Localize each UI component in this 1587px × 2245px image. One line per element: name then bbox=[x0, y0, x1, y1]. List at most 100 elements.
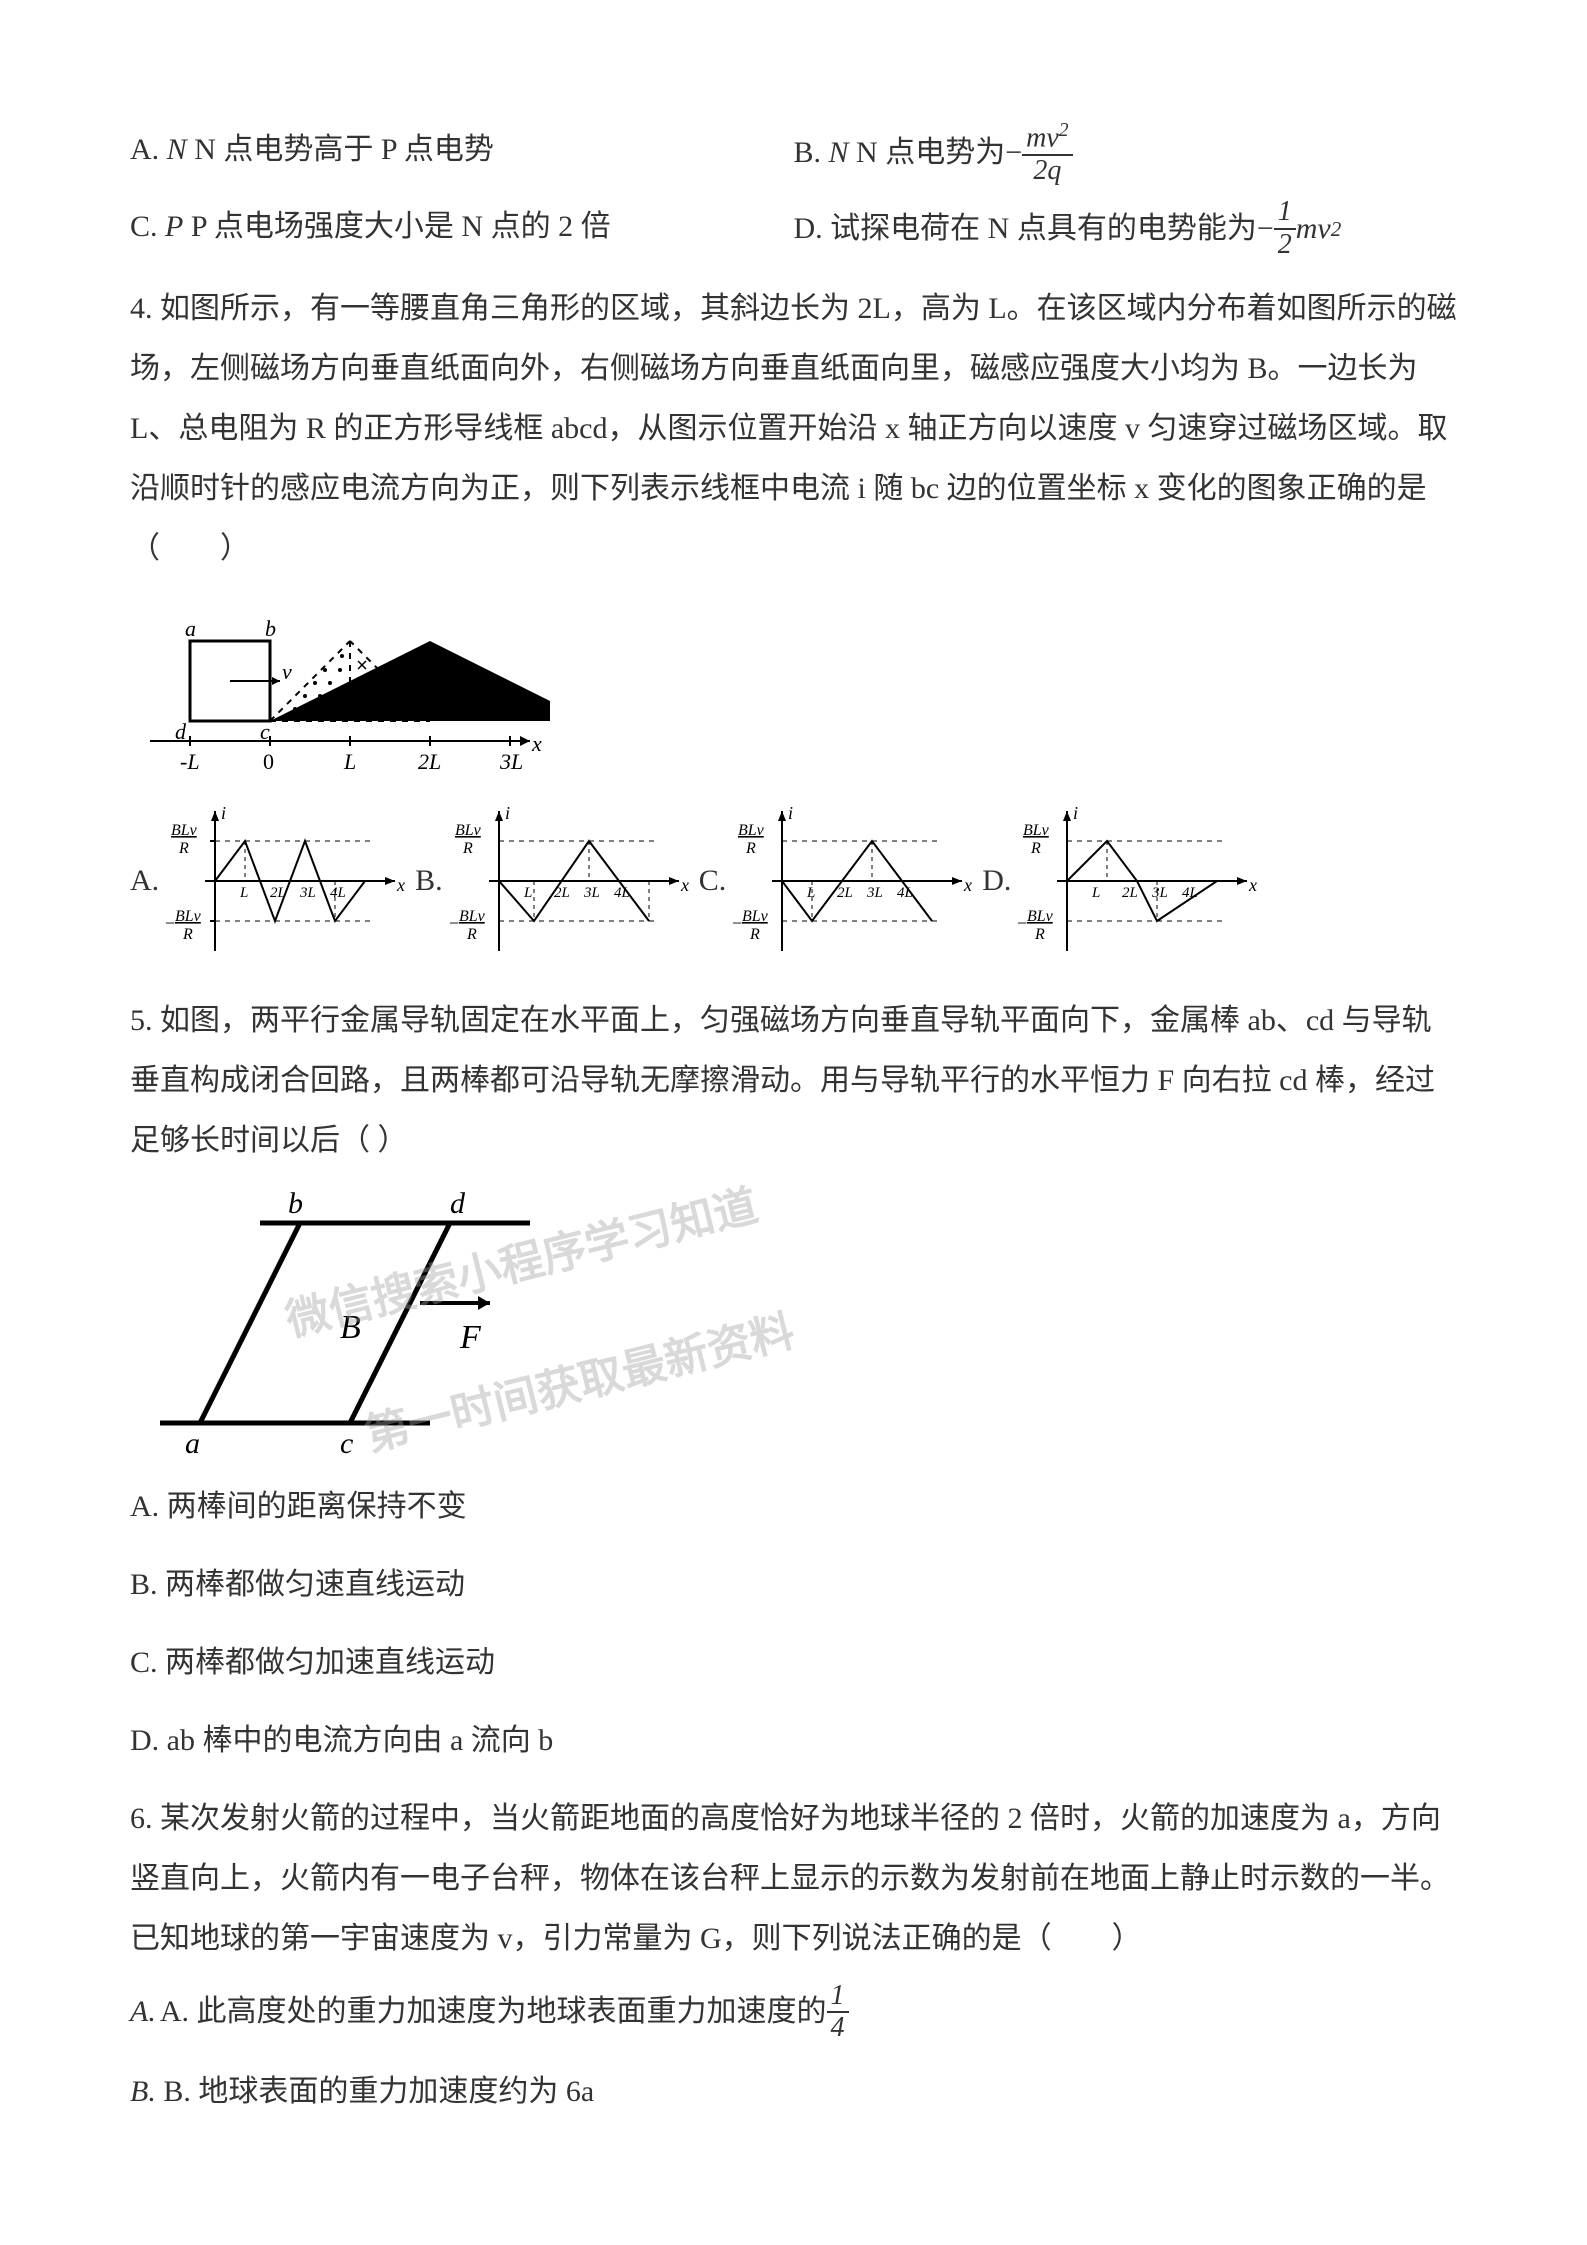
q4-choice-c: i x BLv R − BLv R L 2L 3L 4L bbox=[732, 791, 982, 971]
q4c-ybot-d: R bbox=[749, 926, 760, 943]
q3-opt-c: C. P P 点电场强度大小是 N 点的 2 倍 bbox=[130, 197, 794, 261]
q4-v: v bbox=[282, 659, 292, 684]
q3-b-den: 2q bbox=[1022, 156, 1072, 187]
q3-opt-c-text: P 点电场强度大小是 N 点的 2 倍 bbox=[191, 210, 611, 243]
q3-opt-b-prefix: N 点电势为− bbox=[856, 123, 1022, 183]
q3-d-sup: 2 bbox=[1331, 208, 1342, 250]
q5-Bfield: B bbox=[340, 1309, 361, 1346]
q4-xt-3: 2L bbox=[418, 749, 441, 774]
q4c-i: i bbox=[788, 803, 793, 823]
q6-a-frac: 1 4 bbox=[827, 1981, 849, 2045]
q4a-ybot-n: BLv bbox=[175, 908, 202, 925]
q4a-ybot-d: R bbox=[182, 926, 193, 943]
q4d-x: x bbox=[1248, 875, 1257, 895]
q4a-t4: 4L bbox=[330, 885, 346, 901]
q5-a: a bbox=[185, 1427, 200, 1460]
q4b-ybot-d: R bbox=[466, 926, 477, 943]
q4d-t3: 3L bbox=[1151, 885, 1168, 901]
q4d-i: i bbox=[1073, 803, 1078, 823]
q6-text: 6. 某次发射火箭的过程中，当火箭距地面的高度恰好为地球半径的 2 倍时，火箭的… bbox=[130, 1789, 1457, 1969]
q4d-t1: L bbox=[1091, 885, 1100, 901]
q3-d-den: 2 bbox=[1274, 230, 1296, 261]
q4-xt-1: 0 bbox=[263, 749, 274, 774]
q3-opt-a-text: N 点电势高于 P 点电势 bbox=[194, 133, 494, 166]
q6-a-num: 1 bbox=[827, 1981, 849, 2014]
q5-c: c bbox=[340, 1427, 353, 1460]
q5-options: A. 两棒间的距离保持不变 B. 两棒都做匀速直线运动 C. 两棒都做匀加速直线… bbox=[130, 1477, 1457, 1771]
q4-choice-a: i x BLv R − BLv R L 2L 3L 4L bbox=[165, 791, 415, 971]
q4-main-figure: -L 0 L 2L 3L x a b c d v bbox=[130, 591, 550, 781]
q4-sq-c: c bbox=[260, 719, 270, 744]
q3-opt-d-frac: 1 2 bbox=[1274, 197, 1296, 261]
q3-opt-b-frac: mv2 2q bbox=[1022, 120, 1072, 187]
q6-opt-b: B. B. 地球表面的重力加速度约为 6a bbox=[130, 2062, 1457, 2122]
q4-xt-0: -L bbox=[180, 749, 200, 774]
page-root: A. N N 点电势高于 P 点电势 B. N N 点电势为− mv2 2q C… bbox=[0, 0, 1587, 2245]
q4c-ytop-n: BLv bbox=[738, 822, 765, 839]
q4c-x: x bbox=[963, 875, 972, 895]
q6-b-text: B. 地球表面的重力加速度约为 6a bbox=[163, 2075, 594, 2108]
q3-d-num: 1 bbox=[1274, 197, 1296, 230]
q5-opt-b: B. 两棒都做匀速直线运动 bbox=[130, 1555, 1457, 1615]
q4b-t1: L bbox=[523, 885, 532, 901]
q5-opt-d: D. ab 棒中的电流方向由 a 流向 b bbox=[130, 1711, 1457, 1771]
q5-text: 5. 如图，两平行金属导轨固定在水平面上，匀强磁场方向垂直导轨平面向下，金属棒 … bbox=[130, 991, 1457, 1171]
q3-opt-a: A. N N 点电势高于 P 点电势 bbox=[130, 120, 794, 187]
svg-text:−: − bbox=[1017, 913, 1027, 933]
q4b-x: x bbox=[680, 875, 689, 895]
q4b-ytop-n: BLv bbox=[455, 822, 482, 839]
q4a-ytop-d: R bbox=[178, 840, 189, 857]
svg-text:−: − bbox=[165, 913, 175, 933]
q3-b-num-sup: 2 bbox=[1059, 120, 1069, 141]
q4-choice-b: i x BLv R − BLv R L 2L 3L 4L bbox=[449, 791, 699, 971]
q4c-t3: 3L bbox=[866, 885, 883, 901]
q4a-i: i bbox=[221, 803, 226, 823]
q5-opt-a: A. 两棒间的距离保持不变 bbox=[130, 1477, 1457, 1537]
q4-xlabel: x bbox=[531, 731, 542, 756]
q4-sq-b: b bbox=[265, 616, 276, 641]
q4c-ytop-d: R bbox=[745, 840, 756, 857]
q5-figure: b d a c B F bbox=[130, 1183, 550, 1463]
q4a-ytop-n: BLv bbox=[171, 822, 198, 839]
q4a-t1: L bbox=[239, 885, 248, 901]
q4-text: 4. 如图所示，有一等腰直角三角形的区域，其斜边长为 2L，高为 L。在该区域内… bbox=[130, 279, 1457, 579]
q3-opts-ab: A. N N 点电势高于 P 点电势 B. N N 点电势为− mv2 2q bbox=[130, 120, 1457, 187]
q4-label-c: C. bbox=[699, 851, 727, 911]
svg-text:−: − bbox=[449, 913, 459, 933]
q5-d: d bbox=[450, 1187, 466, 1220]
q4-choice-d: i x BLv R − BLv R L 2L 3L 4L bbox=[1017, 791, 1267, 971]
q4c-t1: L bbox=[806, 885, 815, 901]
q4-sq-a: a bbox=[185, 616, 196, 641]
q4b-ybot-n: BLv bbox=[459, 908, 486, 925]
q3-opt-d: D. 试探电荷在 N 点具有的电势能为− 1 2 mv2 bbox=[794, 197, 1458, 261]
q4b-ytop-d: R bbox=[462, 840, 473, 857]
q5-b: b bbox=[288, 1187, 303, 1220]
q4-sq-d: d bbox=[175, 719, 187, 744]
q4-choices: A. i x BLv R − BLv R L 2L 3L 4L bbox=[130, 791, 1457, 971]
q4d-ybot-d: R bbox=[1034, 926, 1045, 943]
q4-xt-2: L bbox=[343, 749, 356, 774]
q4-xt-4: 3L bbox=[499, 749, 523, 774]
q4c-t2: 2L bbox=[837, 885, 853, 901]
q3-opts-cd: C. P P 点电场强度大小是 N 点的 2 倍 D. 试探电荷在 N 点具有的… bbox=[130, 197, 1457, 261]
q3-opt-b: B. N N 点电势为− mv2 2q bbox=[794, 120, 1458, 187]
svg-text:−: − bbox=[732, 913, 742, 933]
q4-label-d: D. bbox=[982, 851, 1011, 911]
q4-label-a: A. bbox=[130, 851, 159, 911]
q4d-ytop-n: BLv bbox=[1023, 822, 1050, 839]
q4d-ytop-d: R bbox=[1030, 840, 1041, 857]
q6-a-prefix: A. 此高度处的重力加速度为地球表面重力加速度的 bbox=[160, 1982, 827, 2042]
q4a-t3: 3L bbox=[299, 885, 316, 901]
q3-b-num: mv bbox=[1026, 122, 1059, 153]
q4d-t2: 2L bbox=[1122, 885, 1138, 901]
q5-F: F bbox=[459, 1319, 482, 1356]
q3-opt-d-prefix: 试探电荷在 N 点具有的电势能为− bbox=[830, 199, 1274, 259]
q5-opt-c: C. 两棒都做匀加速直线运动 bbox=[130, 1633, 1457, 1693]
q4d-ybot-n: BLv bbox=[1027, 908, 1054, 925]
q6-a-den: 4 bbox=[827, 2013, 849, 2044]
q4b-i: i bbox=[505, 803, 510, 823]
q4-label-b: B. bbox=[415, 851, 443, 911]
q3-d-suffix: mv bbox=[1296, 199, 1331, 259]
q4b-t3: 3L bbox=[583, 885, 600, 901]
q4c-ybot-n: BLv bbox=[742, 908, 769, 925]
